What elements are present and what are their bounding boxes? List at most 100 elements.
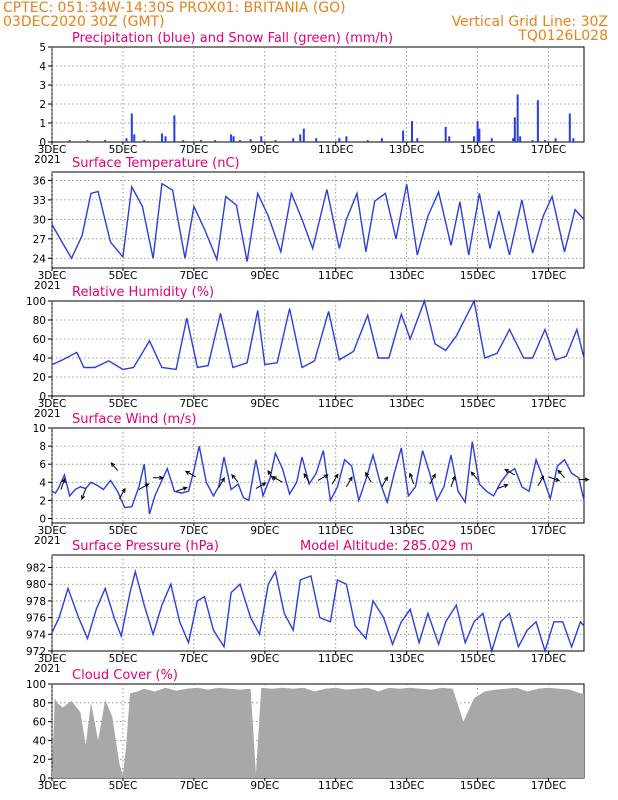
precipitation-bar (554, 138, 557, 142)
wind-arrow-shaft (537, 475, 544, 487)
wind-arrow-head (409, 472, 414, 478)
precipitation-bar (104, 140, 107, 142)
cloud-cover-xtick-label: 13DEC (389, 780, 424, 792)
pressure-frame (51, 554, 585, 652)
precipitation-bar (512, 141, 515, 142)
wind-arrow-shaft (231, 474, 239, 483)
precipitation-bar (338, 138, 341, 142)
humidity-ytick-label: 20 (33, 372, 46, 384)
wind-direction-arrow (429, 473, 436, 485)
precipitation-ytick-label: 4 (39, 61, 46, 73)
pressure-title: Surface Pressure (hPa) (72, 539, 219, 554)
cloud-cover-xtick-label: 17DEC (531, 780, 566, 792)
cloud-cover-xtick-label: 7DEC (179, 780, 208, 792)
precipitation-bar (199, 140, 202, 142)
precipitation-bar (302, 128, 305, 142)
precipitation-bar (572, 138, 575, 142)
wind-arrow-shaft (81, 488, 87, 500)
wind-arrow-head (267, 469, 272, 475)
cloud-cover-title: Cloud Cover (%) (72, 668, 178, 683)
panel-cloud-cover: 0 20 40 60 80 100 3DEC 5DEC 7DEC 9DEC 11DEC 13DEC 15… (26, 668, 585, 792)
wind-direction-arrow (110, 462, 118, 471)
precipitation-bar (531, 140, 534, 142)
temperature-title: Surface Temperature (nC) (72, 156, 240, 171)
precipitation-bar (263, 141, 266, 142)
header-run-date: 03DEC2020 30Z (GMT) (3, 14, 165, 30)
wind-ytick-label: 0 (39, 513, 46, 525)
precipitation-bar (513, 117, 516, 142)
wind-xtick-label: 13DEC (389, 525, 424, 537)
wind-arrow-shaft (381, 476, 388, 488)
precipitation-bar (315, 138, 318, 142)
temperature-xtick-label: 15DEC (460, 270, 495, 282)
cloud-cover-area (52, 687, 584, 778)
wind-direction-arrow (381, 476, 388, 488)
precipitation-xtick-label: 11DEC (318, 144, 353, 156)
wind-title: Surface Wind (m/s) (72, 412, 196, 427)
precipitation-xtick-label: 5DEC (109, 144, 138, 156)
precipitation-xtick-label: 9DEC (250, 144, 279, 156)
precipitation-bar (370, 141, 373, 142)
pressure-ytick-label: 978 (26, 596, 46, 608)
precipitation-bar (476, 141, 479, 142)
wind-direction-arrow (184, 470, 196, 478)
wind-arrow-head (231, 473, 236, 479)
precipitation-bar (232, 136, 235, 142)
wind-arrow-shaft (303, 473, 310, 483)
wind-ytick-label: 6 (39, 459, 46, 471)
temperature-ytick-label: 30 (33, 214, 46, 226)
precipitation-bar (345, 136, 348, 142)
precipitation-bar (476, 121, 479, 142)
wind-arrow-shaft (255, 482, 266, 490)
pressure-ytick-label: 982 (26, 563, 46, 575)
wind-xtick-label: 5DEC (109, 525, 138, 537)
wind-direction-arrow (365, 471, 372, 483)
precipitation-bar (182, 140, 185, 142)
wind-arrow-head (261, 482, 267, 487)
wind-direction-arrow (60, 477, 66, 490)
wind-arrow-shaft (138, 483, 149, 490)
temperature-clipped-year-label: 2021 (34, 280, 61, 292)
cloud-cover-xtick-label: 3DEC (38, 780, 67, 792)
precipitation-title: Precipitation (blue) and Snow Fall (gree… (72, 31, 393, 46)
wind-arrow-shaft (185, 470, 196, 478)
precipitation-bar (228, 141, 231, 142)
wind-arrow-head (451, 475, 456, 481)
wind-ytick-label: 8 (39, 441, 46, 453)
precipitation-bar (448, 136, 451, 142)
wind-direction-arrow (557, 469, 565, 479)
wind-direction-arrow (317, 474, 329, 481)
wind-arrow-head (323, 474, 329, 479)
cloud-cover-ytick-label: 0 (39, 773, 46, 785)
cloud-cover-xtick-label: 5DEC (109, 780, 138, 792)
humidity-ytick-label: 60 (33, 334, 46, 346)
wind-direction-arrow (496, 483, 509, 490)
panels: 0 1 2 3 4 5 3DEC 5DEC 7DEC 9DEC 11DEC 13DEC 15DEC 17D… (26, 31, 590, 792)
wind-arrow-shaft (317, 474, 328, 481)
humidity-xtick-label: 9DEC (250, 398, 279, 410)
cloud-cover-xtick-label: 11DEC (318, 780, 353, 792)
wind-arrow-head (503, 483, 509, 489)
wind-arrow-shaft (267, 470, 275, 481)
panel-pressure: 972 974 976 978 980 982 3DEC 5DEC 7DEC 9DEC 11DEC 1… (26, 539, 585, 675)
wind-arrow-head (184, 470, 190, 475)
wind-arrow-head (182, 486, 188, 491)
wind-arrow-head (121, 487, 126, 493)
humidity-xtick-label: 5DEC (109, 398, 138, 410)
wind-arrow-shaft (365, 472, 372, 483)
precipitation-bar (490, 138, 493, 142)
wind-ytick-label: 10 (33, 423, 46, 435)
humidity-ytick-label: 0 (39, 391, 46, 403)
wind-arrow-shaft (557, 469, 565, 479)
wind-direction-arrow (548, 476, 561, 482)
wind-xtick-label: 11DEC (318, 525, 353, 537)
precipitation-ytick-label: 5 (39, 42, 46, 54)
cloud-cover-ytick-label: 80 (33, 698, 46, 710)
pressure-ytick-label: 980 (26, 579, 46, 591)
precipitation-bar (292, 138, 295, 142)
wind-xtick-label: 15DEC (460, 525, 495, 537)
wind-arrow-head (470, 471, 476, 477)
wind-arrow-head (81, 495, 86, 501)
wind-arrow-head (61, 477, 66, 484)
precipitation-bar (125, 138, 128, 142)
